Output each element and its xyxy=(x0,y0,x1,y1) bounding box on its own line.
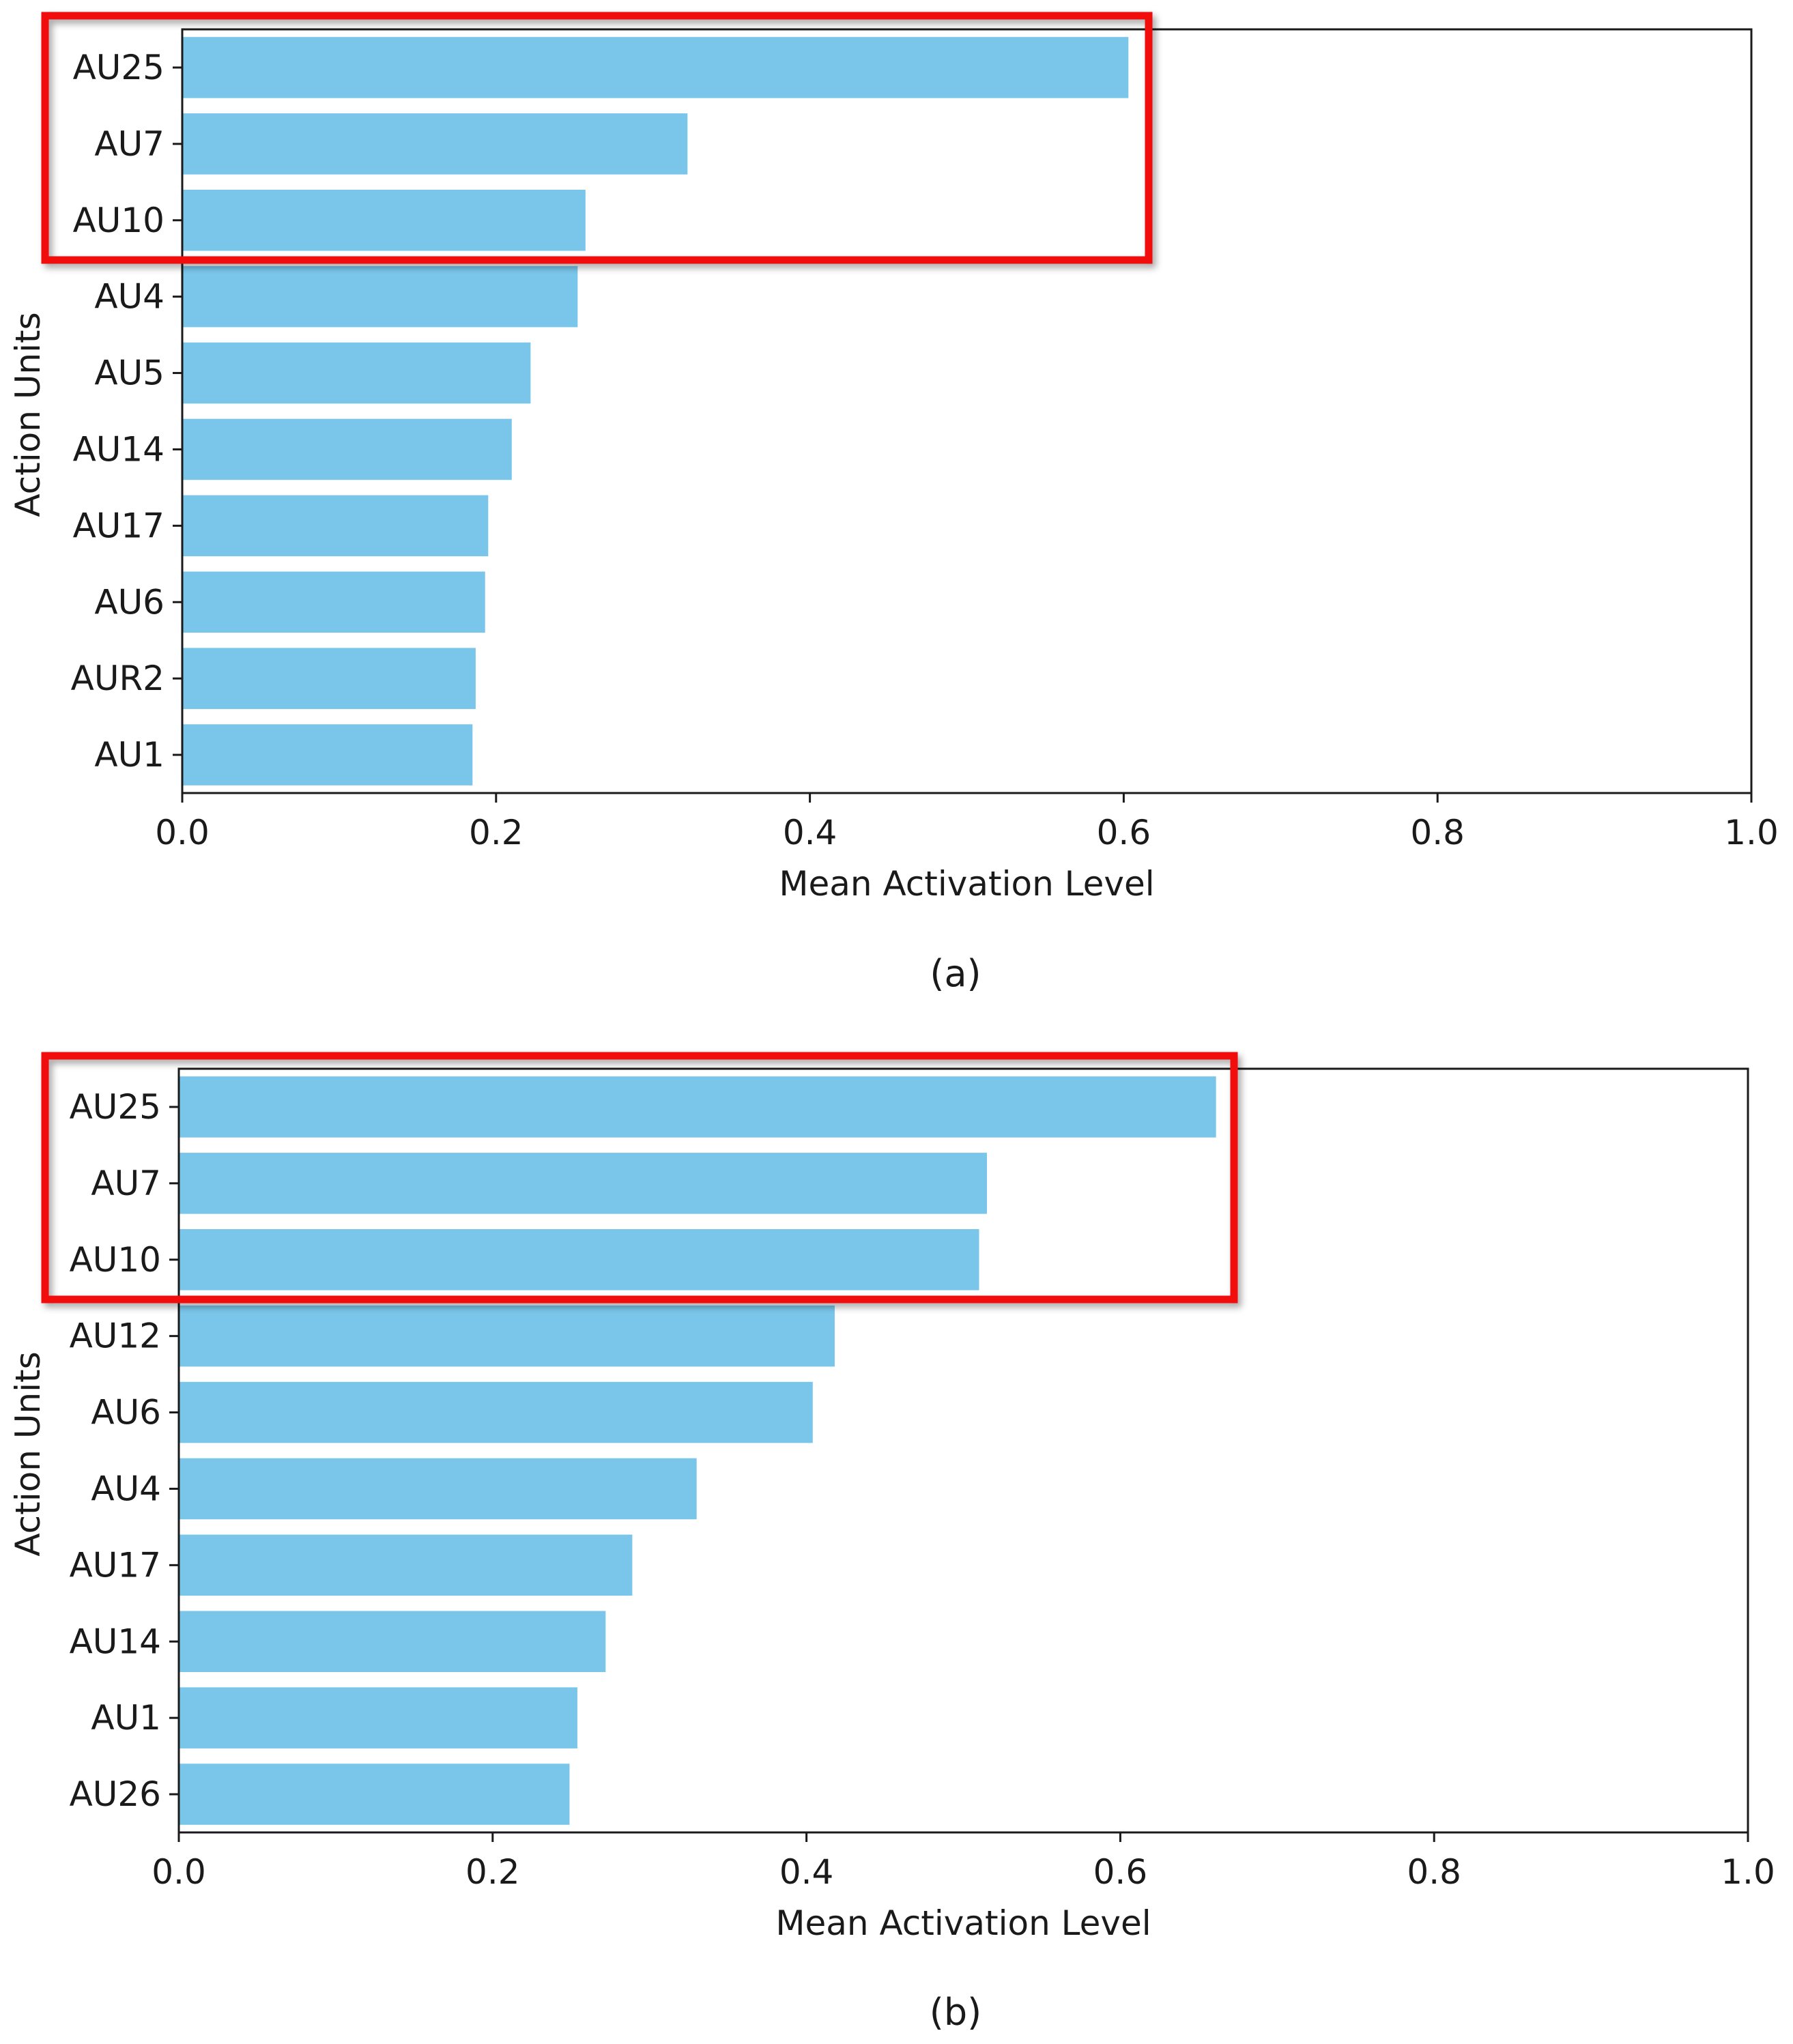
bar-au6 xyxy=(182,571,485,633)
bar-au5 xyxy=(182,342,531,404)
y-tick-label: AU6 xyxy=(91,1393,161,1433)
bar-au25 xyxy=(182,37,1129,98)
bar-au6 xyxy=(179,1381,813,1443)
x-tick-label: 0.8 xyxy=(1410,813,1465,852)
x-tick-label: 0.0 xyxy=(152,1852,206,1892)
y-tick-label: AU14 xyxy=(70,1622,161,1661)
y-tick-label: AU25 xyxy=(70,1087,161,1127)
y-tick-label: AU10 xyxy=(73,201,164,240)
x-tick-label: 0.0 xyxy=(155,813,210,852)
plot-area-frame xyxy=(177,1067,1749,1834)
panel-caption: (a) xyxy=(930,952,981,995)
y-tick-label: AU4 xyxy=(94,277,164,317)
y-axis-label: Action Units xyxy=(8,312,48,517)
x-tick-label: 0.2 xyxy=(465,1852,520,1892)
bar-au7 xyxy=(182,113,688,175)
plot-area-frame xyxy=(181,28,1753,794)
y-tick-label: AU26 xyxy=(70,1774,161,1814)
bar-au1 xyxy=(179,1687,577,1748)
y-tick-label: AU5 xyxy=(94,354,164,393)
y-tick-label: AU25 xyxy=(73,48,164,87)
x-tick-label: 0.6 xyxy=(1093,1852,1148,1892)
x-tick-label: 0.4 xyxy=(779,1852,834,1892)
bar-au17 xyxy=(182,495,489,557)
chart-panel-b: AU25 AU7 AU10 AU12 AU6 AU4 AU17 AU14 AU1 AU26 0.0 0… xyxy=(8,1052,1775,2034)
bar-au4 xyxy=(179,1458,697,1520)
y-tick-label: AU1 xyxy=(94,735,164,775)
y-tick-label: AU7 xyxy=(91,1164,161,1203)
bar-au26 xyxy=(179,1764,570,1825)
panel-caption: (b) xyxy=(930,1991,981,2034)
bar-au17 xyxy=(179,1534,633,1596)
x-tick-label: 0.2 xyxy=(469,813,523,852)
y-tick-label: AU17 xyxy=(73,506,164,545)
x-axis-label: Mean Activation Level xyxy=(779,864,1154,904)
y-tick-label: AU7 xyxy=(94,124,164,164)
bar-au1 xyxy=(182,724,473,786)
y-tick-label: AU10 xyxy=(70,1240,161,1280)
bar-au12 xyxy=(179,1305,835,1367)
x-tick-label: 0.8 xyxy=(1407,1852,1461,1892)
x-tick-label: 1.0 xyxy=(1724,813,1779,852)
bar-au4 xyxy=(182,265,578,328)
bar-au10 xyxy=(179,1228,979,1291)
y-tick-label: AU14 xyxy=(73,429,164,469)
y-tick-label: AU4 xyxy=(91,1469,161,1508)
bar-au14 xyxy=(179,1611,606,1673)
bar-au14 xyxy=(182,418,512,480)
highlight-box xyxy=(41,1052,1238,1304)
y-tick-label: AU17 xyxy=(70,1545,161,1585)
chart-panel-a: AU25 AU7 AU10 AU4 AU5 AU14 AU17 AU6 AUR2 AU1 0.0 0.… xyxy=(8,12,1779,995)
x-tick-label: 0.4 xyxy=(783,813,837,852)
y-tick-label: AU6 xyxy=(94,582,164,622)
highlight-box xyxy=(41,12,1153,264)
bar-au25 xyxy=(179,1076,1216,1138)
bar-aur2 xyxy=(182,648,476,709)
x-tick-label: 0.6 xyxy=(1097,813,1151,852)
x-tick-label: 1.0 xyxy=(1721,1852,1775,1892)
y-axis-label: Action Units xyxy=(8,1351,48,1556)
y-tick-label: AU1 xyxy=(91,1698,161,1738)
bar-au10 xyxy=(182,189,586,251)
y-tick-label: AU12 xyxy=(70,1316,161,1356)
bar-au7 xyxy=(179,1153,987,1214)
x-axis-label: Mean Activation Level xyxy=(775,1903,1151,1943)
y-tick-label: AUR2 xyxy=(71,659,164,698)
